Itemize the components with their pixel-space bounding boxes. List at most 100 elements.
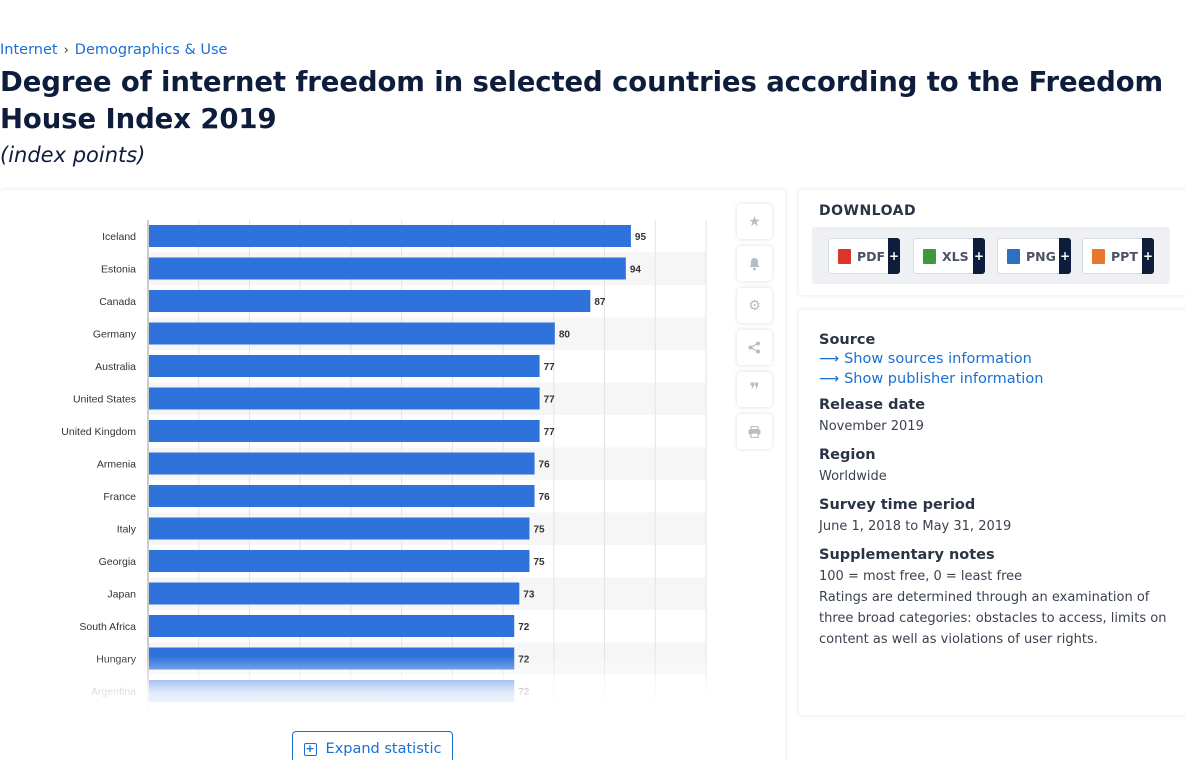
download-pdf-button[interactable]: PDF + — [828, 238, 900, 274]
show-sources-link[interactable]: ⟶ Show sources information — [819, 351, 1169, 367]
download-pdf-label: PDF — [857, 248, 886, 264]
download-options: PDF + XLS + PNG + PPT + — [812, 227, 1170, 284]
plus-icon: + — [1059, 238, 1071, 274]
bar-argentina — [149, 680, 515, 702]
settings-button[interactable]: ⚙ — [737, 288, 772, 323]
plus-icon: + — [888, 238, 900, 274]
expand-icon: + — [303, 741, 317, 756]
expand-statistic-button[interactable]: + Expand statistic — [292, 731, 453, 760]
data-label: 76 — [539, 460, 551, 471]
png-file-icon — [1007, 248, 1020, 264]
data-label: 75 — [533, 557, 545, 568]
star-icon: ★ — [748, 213, 761, 230]
chart-tools: ★ ⚙ ❞ — [737, 204, 773, 456]
download-panel: DOWNLOAD PDF + XLS + PNG + PPT + — [799, 190, 1186, 295]
plus-icon: + — [1142, 238, 1154, 274]
expand-label: Expand statistic — [325, 741, 442, 757]
notification-button[interactable] — [737, 246, 772, 281]
data-label: 77 — [544, 427, 556, 438]
data-label: 75 — [533, 525, 545, 536]
bar-italy — [149, 517, 530, 540]
data-label: 76 — [539, 492, 551, 503]
category-label: France — [103, 491, 136, 503]
cite-button[interactable]: ❞ — [737, 372, 772, 407]
breadcrumb-internet[interactable]: Internet — [0, 42, 58, 58]
download-png-button[interactable]: PNG + — [997, 238, 1071, 274]
ppt-file-icon — [1092, 248, 1105, 264]
category-label: United States — [73, 394, 136, 406]
category-label: South Africa — [79, 621, 136, 633]
bar-germany — [149, 322, 555, 345]
category-label: Italy — [117, 524, 137, 536]
statistic-info-panel: Source ⟶ Show sources information ⟶ Show p… — [799, 310, 1186, 715]
download-xls-button[interactable]: XLS + — [913, 238, 985, 274]
bar-united-kingdom — [149, 420, 540, 442]
breadcrumb-separator: › — [63, 42, 69, 58]
bar-chart: Iceland 95 Estonia 94 Canada 87 Germany 80 Austr… — [61, 220, 707, 716]
arrow-right-icon: ⟶ — [819, 371, 840, 387]
download-xls-label: XLS — [942, 248, 969, 264]
bell-icon — [749, 257, 760, 270]
source-heading: Source — [819, 332, 876, 348]
bar-hungary — [149, 647, 515, 670]
notes-block: Supplementary notes 100 = most free, 0 =… — [819, 547, 1169, 650]
page-subtitle: (index points) — [0, 143, 146, 167]
category-label: Hungary — [96, 654, 136, 666]
chart-card: Iceland 95 Estonia 94 Canada 87 Germany 80 Austr… — [0, 190, 785, 760]
print-icon — [748, 425, 761, 438]
bar-estonia — [149, 257, 626, 280]
release-block: Release date November 2019 — [819, 397, 1169, 437]
data-label: 72 — [518, 655, 530, 666]
data-label: 72 — [518, 687, 530, 698]
category-label: Estonia — [101, 264, 136, 276]
data-label: 94 — [630, 265, 642, 276]
breadcrumb: Internet › Demographics & Use — [0, 42, 227, 58]
share-button[interactable] — [737, 330, 772, 365]
category-label: Armenia — [97, 459, 136, 471]
period-heading: Survey time period — [819, 497, 976, 513]
data-label: 73 — [523, 590, 535, 601]
arrow-right-icon: ⟶ — [819, 351, 840, 367]
region-value: Worldwide — [819, 469, 887, 484]
bar-armenia — [149, 452, 535, 475]
category-label: Georgia — [99, 556, 137, 568]
category-label: United Kingdom — [61, 426, 136, 438]
print-button[interactable] — [737, 414, 772, 449]
data-label: 95 — [635, 232, 647, 243]
region-heading: Region — [819, 447, 876, 463]
download-png-label: PNG — [1026, 248, 1056, 264]
category-label: Australia — [95, 361, 136, 373]
data-label: 72 — [518, 622, 530, 633]
download-ppt-label: PPT — [1111, 248, 1138, 264]
share-icon — [748, 341, 760, 354]
show-publisher-link[interactable]: ⟶ Show publisher information — [819, 371, 1169, 387]
bar-georgia — [149, 550, 530, 572]
category-label: Japan — [107, 589, 136, 601]
gear-icon: ⚙ — [748, 297, 761, 314]
category-label: Germany — [93, 329, 137, 341]
category-label: Argentina — [91, 686, 136, 698]
release-heading: Release date — [819, 397, 926, 413]
category-label: Canada — [99, 296, 136, 308]
bar-japan — [149, 582, 520, 605]
breadcrumb-demographics[interactable]: Demographics & Use — [74, 42, 228, 58]
download-title: DOWNLOAD — [819, 203, 917, 219]
quote-icon: ❞ — [749, 379, 760, 400]
notes-heading: Supplementary notes — [819, 547, 995, 563]
page-title: Degree of internet freedom in selected c… — [0, 66, 1164, 135]
release-value: November 2019 — [819, 419, 924, 434]
favorite-button[interactable]: ★ — [737, 204, 772, 239]
bar-united-states — [149, 387, 540, 410]
bar-france — [149, 485, 535, 507]
notes-line-2: Ratings are determined through an examin… — [819, 590, 1167, 647]
region-block: Region Worldwide — [819, 447, 1169, 487]
period-block: Survey time period June 1, 2018 to May 3… — [819, 497, 1169, 537]
source-block: Source ⟶ Show sources information ⟶ Show p… — [819, 332, 1169, 387]
bar-iceland — [149, 225, 631, 247]
download-ppt-button[interactable]: PPT + — [1082, 238, 1154, 274]
category-label: Iceland — [102, 231, 136, 243]
bar-south-africa — [149, 615, 515, 637]
show-publisher-label: Show publisher information — [844, 371, 1044, 387]
data-label: 80 — [559, 330, 571, 341]
bar-australia — [149, 355, 540, 377]
